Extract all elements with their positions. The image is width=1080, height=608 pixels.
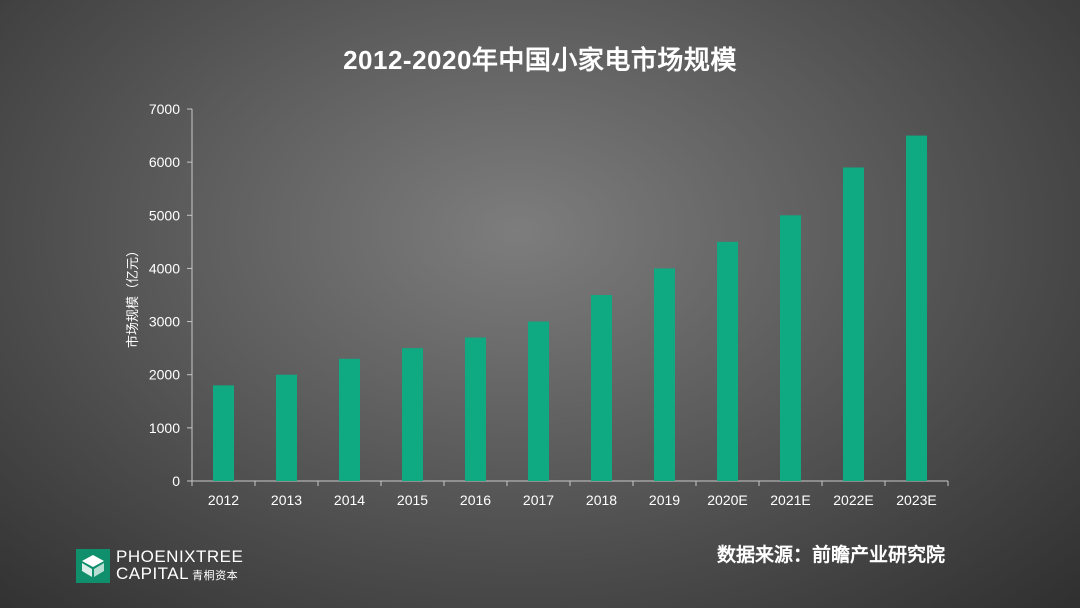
chart-title: 2012-2020年中国小家电市场规模 [343, 45, 737, 75]
y-tick-label: 0 [172, 473, 180, 489]
bar-2021E [780, 215, 801, 482]
bar-2023E [906, 135, 927, 482]
logo-line2: CAPITAL 青桐资本 [116, 565, 243, 584]
x-tick-label: 2014 [334, 492, 365, 508]
bar-2020E [717, 241, 738, 481]
y-tick-label: 6000 [149, 154, 180, 170]
logo-line1: PHOENIXTREE [116, 547, 244, 566]
bar-2022E [843, 167, 864, 481]
bar-2018 [591, 295, 612, 481]
x-tick-label: 2016 [460, 492, 491, 508]
x-tick-labels: 2012 2013 2014 2015 2016 2017 2018 2019 2020E 202… [208, 492, 937, 508]
bar-2016 [465, 337, 486, 481]
bar-2017 [528, 321, 549, 481]
chart-axes [187, 108, 949, 486]
x-tick-label: 2021E [770, 492, 810, 508]
y-axis-label: 市场规模（亿元） [125, 244, 141, 348]
logo-text: PHOENIXTREE CAPITAL 青桐资本 [116, 548, 243, 584]
y-tick-label: 3000 [149, 314, 180, 330]
x-tick-label: 2017 [523, 492, 554, 508]
logo-cn: 青桐资本 [192, 569, 239, 582]
x-tick-label: 2022E [833, 492, 873, 508]
logo-capital: CAPITAL [116, 564, 190, 583]
data-source-note: 数据来源：前瞻产业研究院 [716, 544, 945, 566]
x-tick-label: 2012 [208, 492, 239, 508]
phoenixtree-logo-icon [76, 549, 110, 583]
bar-2013 [276, 374, 297, 481]
y-tick-label: 5000 [149, 207, 180, 223]
bar-2015 [402, 348, 423, 481]
y-tick-label: 1000 [149, 420, 180, 436]
x-tick-label: 2023E [896, 492, 936, 508]
y-tick-labels: 0 1000 2000 3000 4000 5000 6000 7000 [149, 101, 180, 489]
x-tick-label: 2019 [649, 492, 680, 508]
bar-2019 [654, 268, 675, 481]
chart-bars [213, 135, 927, 482]
y-tick-label: 7000 [149, 101, 180, 117]
x-tick-label: 2020E [707, 492, 747, 508]
bar-2012 [213, 385, 234, 481]
bar-2014 [339, 358, 360, 481]
x-tick-label: 2018 [586, 492, 617, 508]
brand-logo: PHOENIXTREE CAPITAL 青桐资本 [76, 548, 243, 584]
y-tick-label: 2000 [149, 367, 180, 383]
x-tick-label: 2013 [271, 492, 302, 508]
y-tick-label: 4000 [149, 260, 180, 276]
x-tick-label: 2015 [397, 492, 428, 508]
